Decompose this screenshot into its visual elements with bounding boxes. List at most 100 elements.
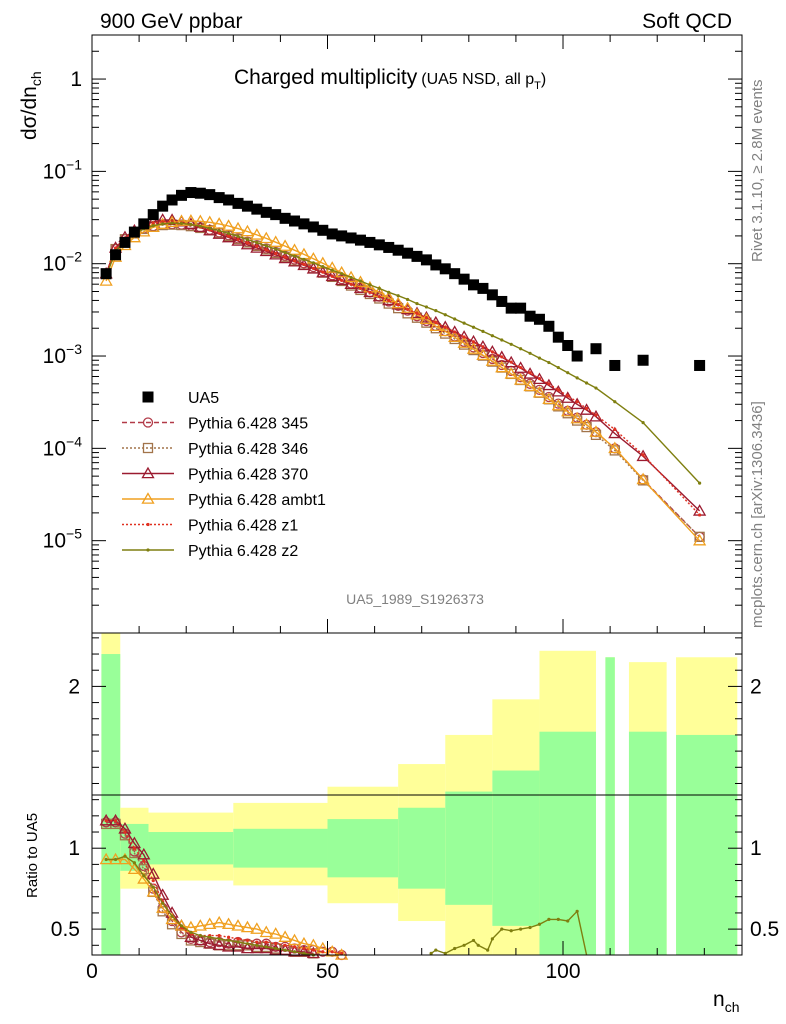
main-y-label-sub: ch bbox=[28, 71, 44, 86]
ratio-point bbox=[278, 930, 292, 942]
mc-point bbox=[415, 301, 419, 306]
ratio-point bbox=[99, 813, 113, 826]
mc-point bbox=[490, 334, 494, 338]
data-point bbox=[147, 209, 159, 221]
x-label-sub: ch bbox=[725, 999, 740, 1015]
mc-point bbox=[278, 239, 292, 251]
ratio-frame bbox=[91, 632, 743, 956]
data-point bbox=[477, 282, 489, 294]
ratio-x-ticks: 0 50 100 bbox=[86, 941, 705, 983]
mc-point bbox=[349, 282, 353, 286]
legend-label: Pythia 6.428 346 bbox=[188, 441, 308, 458]
mc-point bbox=[212, 217, 226, 229]
mc-point bbox=[368, 283, 372, 287]
mc-point bbox=[570, 411, 584, 424]
main-y-tick-label: 1 bbox=[70, 68, 82, 91]
mc-point bbox=[321, 265, 325, 269]
legend-label: UA5 bbox=[188, 390, 219, 407]
data-point bbox=[345, 232, 357, 244]
ratio-point bbox=[311, 948, 315, 952]
ratio-point bbox=[264, 945, 268, 949]
data-point bbox=[505, 302, 517, 314]
ratio-point bbox=[255, 943, 259, 947]
ratio-tail-point bbox=[500, 927, 504, 931]
ratio-point bbox=[198, 933, 202, 938]
mc-point bbox=[438, 324, 452, 337]
ratio-point bbox=[335, 948, 349, 960]
mc-point bbox=[391, 296, 405, 309]
ratio-point bbox=[156, 888, 170, 900]
mc-point bbox=[292, 259, 297, 263]
ratio-point bbox=[203, 917, 217, 930]
data-point bbox=[439, 263, 451, 275]
plot-title: Charged multiplicity (UA5 NSD, all pT) bbox=[234, 66, 546, 92]
legend-entry: Pythia 6.428 z2 bbox=[122, 543, 298, 560]
ratio-point bbox=[193, 933, 207, 946]
mc-point bbox=[306, 262, 320, 274]
mc-point bbox=[245, 237, 250, 242]
mc-point bbox=[250, 241, 264, 253]
ratio-point bbox=[113, 819, 118, 823]
mc-point bbox=[462, 335, 466, 339]
mc-point bbox=[424, 305, 429, 309]
ratio-band-green bbox=[148, 832, 234, 865]
mc-point bbox=[528, 371, 532, 375]
mc-point bbox=[99, 274, 113, 286]
ratio-point bbox=[302, 951, 306, 955]
mc-point bbox=[519, 347, 523, 351]
ratio-point bbox=[226, 938, 231, 943]
mc-point bbox=[316, 265, 330, 278]
mc-point bbox=[579, 417, 594, 430]
data-point bbox=[458, 273, 470, 285]
legend-label: Pythia 6.428 370 bbox=[188, 467, 308, 484]
legend-entry: Pythia 6.428 346 bbox=[122, 441, 308, 458]
main-y-tick-label: 10−3 bbox=[43, 341, 83, 368]
ratio-tail-point bbox=[556, 917, 560, 922]
mc-point bbox=[274, 247, 278, 251]
mc-point bbox=[203, 215, 217, 228]
mc-point bbox=[575, 376, 579, 380]
x-tick-label: 100 bbox=[545, 960, 580, 983]
ratio-tail-point bbox=[453, 946, 457, 951]
mc-point bbox=[476, 348, 490, 361]
ratio-point bbox=[208, 935, 212, 939]
ratio-point bbox=[292, 950, 297, 954]
data-series bbox=[100, 187, 706, 371]
mc-point bbox=[302, 262, 306, 267]
data-point bbox=[411, 250, 423, 262]
data-point bbox=[223, 194, 235, 206]
mc-point bbox=[377, 286, 381, 291]
ratio-point bbox=[137, 847, 151, 860]
mc-point bbox=[537, 356, 542, 360]
mc-point bbox=[542, 378, 556, 391]
mc-point bbox=[396, 294, 400, 298]
mc-point bbox=[466, 334, 481, 347]
ratio-point bbox=[340, 951, 344, 955]
x-tick-label: 50 bbox=[316, 960, 339, 983]
mc-point bbox=[221, 219, 236, 231]
mc-point bbox=[547, 382, 551, 386]
mc-point bbox=[485, 354, 499, 366]
ratio-point bbox=[113, 857, 118, 862]
ratio-point bbox=[221, 917, 236, 930]
ratio-point bbox=[217, 937, 221, 941]
ratio-point bbox=[142, 859, 146, 863]
ratio-tail-point bbox=[547, 917, 551, 922]
legend-entry: Pythia 6.428 z1 bbox=[122, 518, 298, 535]
main-plot-area bbox=[99, 187, 707, 546]
mc-point bbox=[226, 234, 231, 238]
mc-point bbox=[245, 241, 250, 245]
data-point bbox=[533, 313, 545, 325]
mc-point bbox=[292, 254, 297, 258]
mc-point bbox=[325, 261, 339, 273]
mc-point bbox=[321, 270, 325, 274]
data-point bbox=[270, 209, 282, 221]
ratio-point bbox=[231, 919, 245, 931]
mc-point bbox=[198, 224, 202, 228]
main-y-tick-exp: −5 bbox=[66, 526, 82, 542]
mc-point bbox=[509, 342, 513, 346]
legend-label: Pythia 6.428 z2 bbox=[188, 543, 298, 560]
main-y-tick-label: 10−2 bbox=[43, 249, 83, 276]
ratio-band-green bbox=[492, 770, 540, 926]
ratio-y-tick-label-right: 1 bbox=[750, 837, 762, 860]
